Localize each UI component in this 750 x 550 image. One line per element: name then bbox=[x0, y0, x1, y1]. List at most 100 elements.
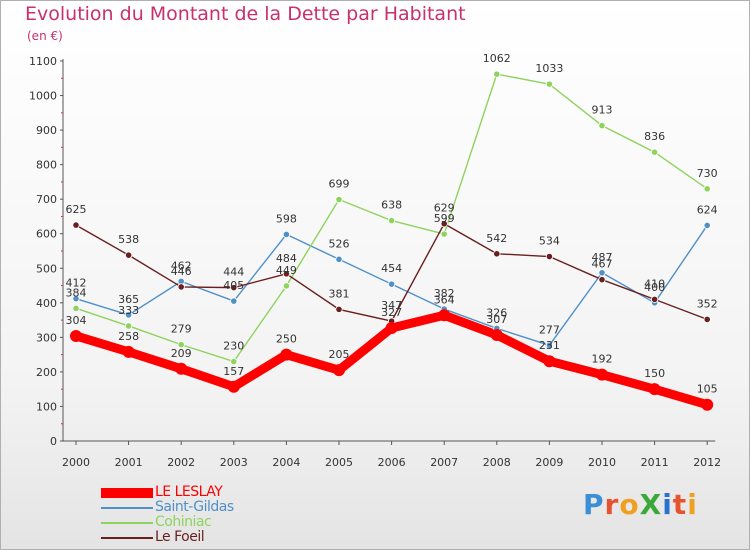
x-tick-label: 2004 bbox=[272, 456, 300, 469]
legend-item: LE LESLAY bbox=[101, 484, 321, 500]
data-point bbox=[282, 270, 290, 278]
x-tick-label: 2012 bbox=[693, 456, 721, 469]
data-point bbox=[543, 355, 556, 368]
data-point bbox=[596, 368, 608, 381]
data-point bbox=[438, 309, 451, 322]
data-label: 192 bbox=[592, 353, 613, 366]
legend-label: Le Foeil bbox=[155, 529, 205, 545]
y-tick-label: 800 bbox=[36, 159, 57, 172]
data-label: 836 bbox=[644, 130, 665, 143]
x-tick-label: 2009 bbox=[535, 456, 563, 469]
data-label: 105 bbox=[697, 383, 718, 396]
data-label: 230 bbox=[223, 340, 244, 353]
y-tick-label: 1100 bbox=[29, 55, 57, 68]
data-point bbox=[335, 305, 343, 313]
x-tick-label: 2011 bbox=[641, 456, 669, 469]
data-point bbox=[72, 304, 80, 312]
data-label: 449 bbox=[276, 264, 297, 277]
data-point bbox=[598, 122, 606, 130]
data-point bbox=[703, 185, 711, 193]
logo-letter: t bbox=[672, 488, 688, 521]
legend: LE LESLAY Saint-Gildas Cohiniac Le Foeil bbox=[101, 484, 321, 545]
x-tick-label: 2006 bbox=[378, 456, 406, 469]
x-tick-label: 2003 bbox=[220, 456, 248, 469]
series-points bbox=[70, 70, 714, 411]
y-tick-label: 200 bbox=[36, 366, 57, 379]
y-tick-label: 1000 bbox=[29, 90, 57, 103]
data-point bbox=[545, 80, 554, 88]
data-point bbox=[598, 269, 606, 277]
chart-title: Evolution du Montant de la Dette par Hab… bbox=[25, 3, 466, 25]
logo-letter: i bbox=[687, 488, 698, 521]
data-point bbox=[227, 380, 240, 393]
legend-swatch bbox=[101, 537, 153, 539]
data-label: 405 bbox=[223, 279, 244, 292]
data-label: 382 bbox=[434, 287, 455, 300]
logo-letter: i bbox=[662, 488, 673, 521]
data-label: 454 bbox=[381, 262, 402, 275]
data-label: 365 bbox=[118, 293, 139, 306]
data-labels: 412 365 462 405 598 526 454 382 326 277 487 400 624 3… bbox=[66, 52, 718, 396]
x-tick-label: 2001 bbox=[115, 456, 143, 469]
data-point bbox=[493, 70, 501, 78]
data-point bbox=[650, 148, 659, 156]
data-label: 598 bbox=[276, 212, 297, 225]
data-label: 381 bbox=[329, 287, 350, 300]
data-point bbox=[333, 364, 345, 377]
data-label: 279 bbox=[171, 323, 192, 336]
x-tick-label: 2010 bbox=[588, 456, 616, 469]
data-label: 157 bbox=[223, 365, 244, 378]
data-point bbox=[230, 357, 238, 366]
logo-letter: r bbox=[604, 488, 620, 521]
x-tick-label: 2005 bbox=[325, 456, 353, 469]
y-tick-label: 100 bbox=[36, 400, 57, 413]
data-point bbox=[125, 251, 133, 259]
legend-label: Saint-Gildas bbox=[155, 499, 234, 515]
data-point bbox=[387, 217, 396, 225]
data-point bbox=[122, 345, 135, 358]
data-label: 231 bbox=[539, 339, 560, 352]
data-label: 629 bbox=[434, 202, 455, 215]
legend-swatch bbox=[101, 488, 153, 498]
data-point bbox=[72, 221, 80, 229]
data-label: 1062 bbox=[483, 52, 511, 65]
data-label: 250 bbox=[276, 333, 297, 346]
legend-swatch bbox=[101, 522, 153, 524]
data-point bbox=[545, 341, 554, 349]
data-label: 307 bbox=[486, 313, 507, 326]
data-point bbox=[703, 221, 711, 230]
data-label: 599 bbox=[434, 212, 455, 225]
data-point bbox=[125, 322, 133, 330]
data-label: 526 bbox=[329, 237, 350, 250]
logo-letter: o bbox=[619, 488, 640, 521]
legend-label: LE LESLAY bbox=[155, 484, 223, 500]
data-label: 412 bbox=[66, 277, 87, 290]
data-point bbox=[701, 398, 714, 411]
data-label: 327 bbox=[381, 306, 402, 319]
data-label: 333 bbox=[118, 304, 139, 317]
logo-letter: X bbox=[639, 488, 663, 521]
x-tick-label: 2002 bbox=[167, 456, 195, 469]
data-label: 638 bbox=[381, 199, 402, 212]
data-label: 462 bbox=[171, 259, 192, 272]
data-label: 384 bbox=[66, 286, 87, 299]
data-point bbox=[70, 329, 82, 342]
data-label: 1033 bbox=[535, 62, 563, 75]
data-point bbox=[493, 250, 501, 258]
data-point bbox=[440, 220, 448, 228]
data-point bbox=[230, 297, 238, 305]
data-point bbox=[282, 282, 290, 290]
data-label: 326 bbox=[486, 306, 507, 319]
data-point bbox=[177, 283, 185, 291]
data-label: 364 bbox=[434, 293, 455, 306]
data-label: 258 bbox=[118, 330, 139, 343]
data-point bbox=[545, 252, 554, 261]
y-tick-label: 600 bbox=[36, 228, 57, 241]
legend-item: Saint-Gildas bbox=[101, 499, 321, 515]
x-tick-label: 2000 bbox=[62, 456, 90, 469]
y-tick-label: 300 bbox=[36, 331, 57, 344]
data-point bbox=[335, 255, 343, 263]
data-label: 209 bbox=[171, 347, 192, 360]
